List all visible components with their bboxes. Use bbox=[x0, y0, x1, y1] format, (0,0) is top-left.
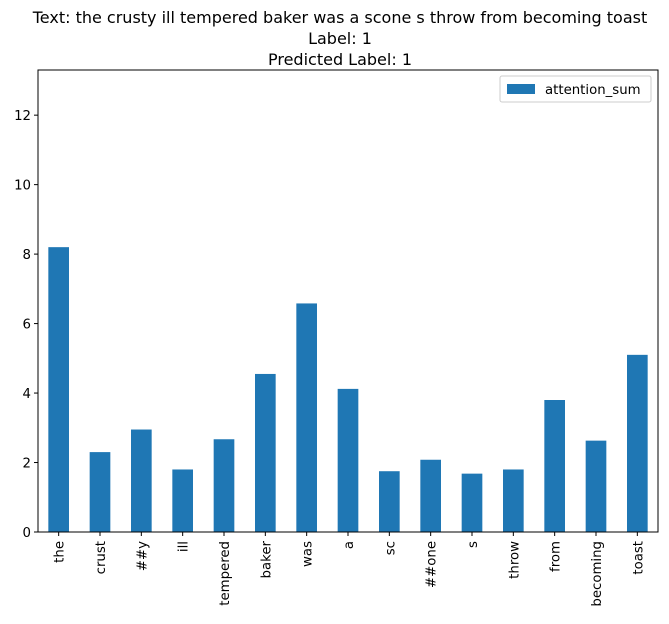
y-tick-label: 6 bbox=[23, 318, 31, 333]
bar-sc bbox=[379, 471, 400, 532]
x-tick-label: a bbox=[342, 541, 357, 549]
x-axis: the crust ##y ill tempered baker was a sc ##one s t… bbox=[53, 532, 646, 607]
bar-s bbox=[461, 473, 483, 532]
x-tick-label: sc bbox=[383, 541, 398, 555]
x-tick-label: ##one bbox=[425, 541, 440, 588]
y-tick-label: 12 bbox=[14, 109, 31, 124]
y-tick-label: 8 bbox=[23, 248, 31, 263]
bar-becoming bbox=[585, 440, 607, 532]
bar-ill bbox=[172, 469, 193, 532]
bar-##one bbox=[420, 459, 441, 532]
x-tick-label: baker bbox=[259, 540, 274, 578]
bar-crust bbox=[89, 452, 111, 532]
title-line-1: Text: the crusty ill tempered baker was … bbox=[32, 8, 647, 27]
x-tick-label: becoming bbox=[590, 541, 605, 607]
legend-swatch bbox=[507, 84, 535, 94]
bar-baker bbox=[255, 373, 276, 532]
x-tick-label: crust bbox=[94, 541, 109, 574]
x-tick-label: ##y bbox=[135, 541, 150, 571]
legend-box bbox=[499, 75, 652, 103]
title-line-2: Label: 1 bbox=[308, 29, 372, 48]
x-tick-label: toast bbox=[631, 541, 646, 575]
bar-the bbox=[48, 247, 69, 532]
x-tick-label: ill bbox=[177, 541, 192, 552]
legend-label: attention_sum bbox=[545, 83, 641, 98]
legend: attention_sum bbox=[499, 75, 652, 103]
x-tick-label: was bbox=[301, 541, 316, 567]
y-axis: 0 2 4 6 8 10 12 bbox=[14, 109, 38, 541]
x-tick-label: the bbox=[53, 541, 68, 563]
x-tick-label: tempered bbox=[218, 541, 233, 606]
bar-toast bbox=[627, 354, 648, 532]
bar-a bbox=[337, 388, 359, 532]
bar-from bbox=[544, 400, 565, 532]
x-tick-label: s bbox=[466, 541, 481, 548]
title-line-3: Predicted Label: 1 bbox=[268, 50, 412, 69]
bar-was bbox=[296, 303, 317, 532]
bar-throw bbox=[503, 469, 524, 532]
bars-group bbox=[48, 247, 648, 532]
x-tick-label: throw bbox=[507, 541, 522, 579]
bar-tempered bbox=[213, 439, 235, 532]
y-tick-label: 10 bbox=[14, 179, 31, 194]
y-tick-label: 0 bbox=[23, 526, 31, 541]
chart-title: Text: the crusty ill tempered baker was … bbox=[32, 8, 647, 69]
plot-frame bbox=[37, 69, 659, 533]
x-tick-label: from bbox=[549, 541, 564, 572]
y-tick-label: 4 bbox=[23, 387, 31, 402]
bar-##y bbox=[131, 429, 152, 532]
y-tick-label: 2 bbox=[23, 457, 31, 472]
